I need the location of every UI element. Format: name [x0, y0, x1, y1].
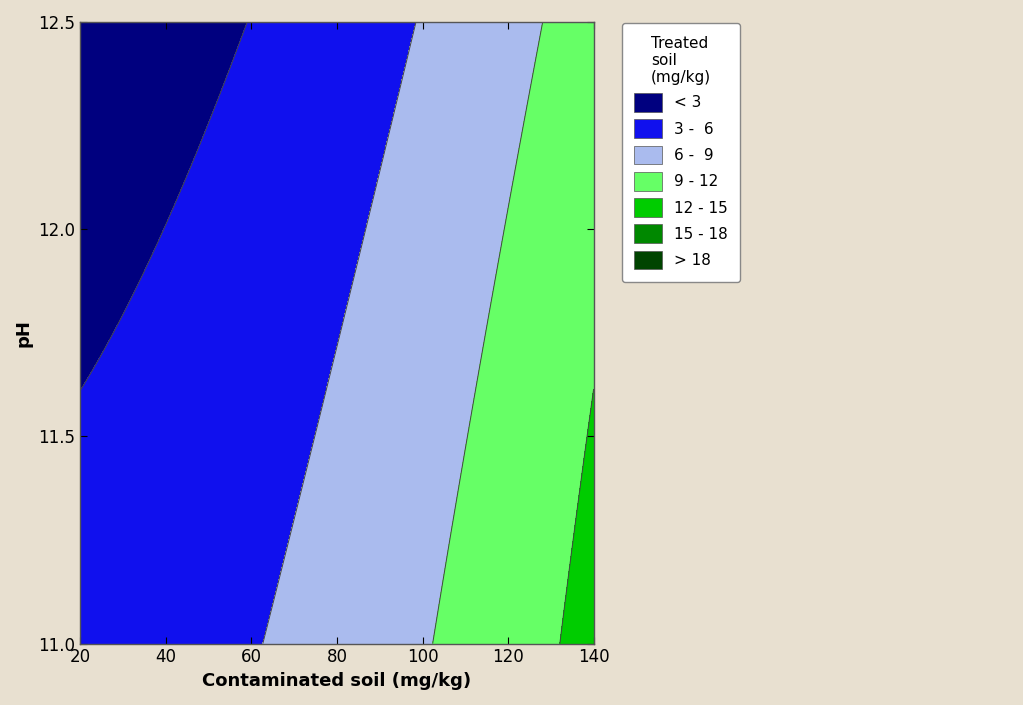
Y-axis label: pH: pH — [15, 319, 33, 347]
Legend: < 3, 3 -  6, 6 -  9, 9 - 12, 12 - 15, 15 - 18, > 18: < 3, 3 - 6, 6 - 9, 9 - 12, 12 - 15, 15 -… — [622, 23, 740, 281]
X-axis label: Contaminated soil (mg/kg): Contaminated soil (mg/kg) — [203, 672, 472, 690]
